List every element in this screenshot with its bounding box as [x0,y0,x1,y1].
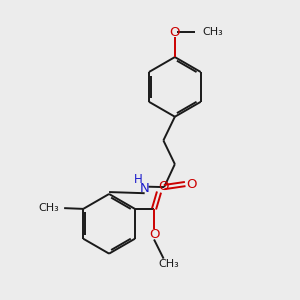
Text: O: O [169,26,180,39]
Text: CH₃: CH₃ [39,203,59,213]
Text: CH₃: CH₃ [158,259,179,269]
Text: CH₃: CH₃ [202,27,223,37]
Text: H: H [134,173,143,186]
Text: N: N [140,182,149,195]
Text: O: O [158,180,169,193]
Text: O: O [149,228,159,242]
Text: O: O [186,178,197,190]
